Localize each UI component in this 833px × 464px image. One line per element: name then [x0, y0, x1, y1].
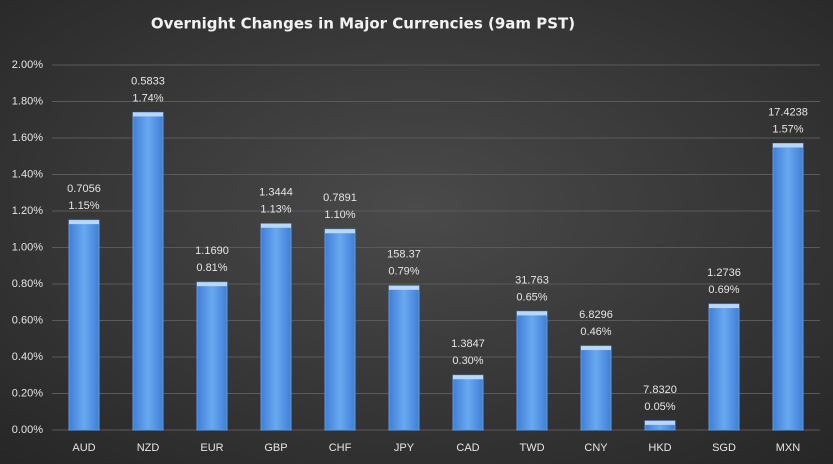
bar	[708, 303, 740, 431]
y-tick-label: 0.20%	[12, 387, 43, 399]
bar	[516, 310, 548, 431]
value-label: 1.74%	[132, 92, 163, 104]
rate-label: 1.2736	[707, 267, 741, 279]
y-tick-label: 0.60%	[12, 314, 43, 326]
y-tick-label: 2.00%	[12, 59, 43, 71]
rate-label: 17.4238	[768, 106, 808, 118]
y-tick-label: 1.40%	[12, 168, 43, 180]
value-label: 0.81%	[196, 262, 227, 274]
x-tick-label: NZD	[137, 442, 160, 454]
x-tick-label: GBP	[264, 442, 287, 454]
value-label: 1.57%	[772, 123, 803, 135]
y-tick-label: 1.60%	[12, 132, 43, 144]
x-tick-label: EUR	[200, 442, 223, 454]
chart-title: Overnight Changes in Major Currencies (9…	[151, 15, 575, 33]
x-tick-label: CNY	[584, 442, 608, 454]
rate-label: 6.8296	[579, 309, 613, 321]
y-tick-label: 0.00%	[12, 424, 43, 436]
bar-cap	[645, 420, 675, 425]
y-tick-label: 1.20%	[12, 205, 43, 217]
y-tick-label: 0.40%	[12, 351, 43, 363]
bar	[452, 374, 484, 431]
bar-cap	[197, 282, 227, 287]
value-label: 0.46%	[580, 326, 611, 338]
bar	[132, 111, 164, 431]
rate-label: 31.763	[515, 274, 549, 286]
value-label: 1.15%	[68, 200, 99, 212]
x-tick-label: CAD	[456, 442, 479, 454]
rate-label: 158.37	[387, 249, 421, 261]
bar-cap	[581, 346, 611, 351]
value-label: 0.79%	[388, 266, 419, 278]
bar	[580, 345, 612, 431]
value-label: 0.05%	[644, 401, 675, 413]
bar	[388, 285, 420, 431]
bar	[324, 228, 356, 431]
bar-cap	[325, 229, 355, 234]
y-tick-label: 1.80%	[12, 95, 43, 107]
bar	[196, 281, 228, 431]
rate-label: 1.1690	[195, 245, 229, 257]
x-tick-label: AUD	[72, 442, 95, 454]
y-tick-label: 1.00%	[12, 241, 43, 253]
bar-cap	[773, 143, 803, 148]
x-tick-label: CHF	[329, 442, 352, 454]
rate-label: 7.8320	[643, 384, 677, 396]
bar-cap	[69, 220, 99, 225]
y-tick-label: 0.80%	[12, 278, 43, 290]
value-label: 0.65%	[516, 291, 547, 303]
bar-cap	[517, 311, 547, 316]
rate-label: 0.7056	[67, 183, 101, 195]
bar-cap	[453, 375, 483, 380]
bar-cap	[261, 223, 291, 228]
bar	[260, 223, 292, 431]
x-tick-label: JPY	[394, 442, 415, 454]
rate-label: 0.5833	[131, 75, 165, 87]
rate-label: 1.3444	[259, 187, 293, 199]
x-tick-label: MXN	[776, 442, 801, 454]
value-label: 1.13%	[260, 204, 291, 216]
x-tick-label: TWD	[519, 442, 544, 454]
bar	[68, 219, 100, 431]
x-tick-label: SGD	[712, 442, 736, 454]
rate-label: 0.7891	[323, 192, 357, 204]
value-label: 0.30%	[452, 355, 483, 367]
bar-cap	[389, 285, 419, 290]
x-tick-label: HKD	[648, 442, 671, 454]
value-label: 0.69%	[708, 284, 739, 296]
bar	[772, 142, 804, 431]
bar-cap	[133, 112, 163, 117]
rate-label: 1.3847	[451, 338, 485, 350]
value-label: 1.10%	[324, 209, 355, 221]
bar-cap	[709, 304, 739, 309]
